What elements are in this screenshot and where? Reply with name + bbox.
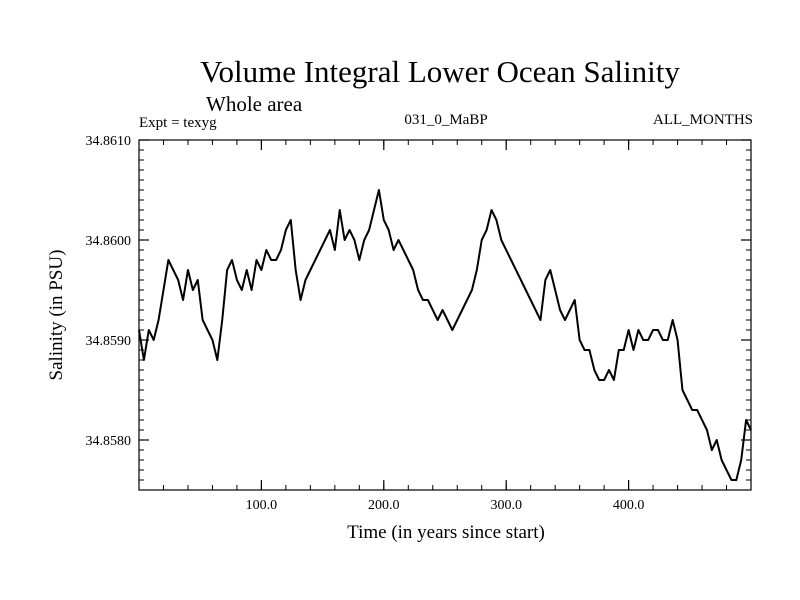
chart-title: Volume Integral Lower Ocean Salinity: [200, 54, 680, 89]
x-tick-label: 200.0: [368, 498, 400, 513]
series-layer: [138, 189, 752, 481]
x-axis-ticks: 100.0 200.0 300.0 400.0: [246, 140, 645, 513]
y-axis-ticks: 34.8580 34.8590 34.8600 34.8610: [86, 134, 751, 449]
y-tick-label: 34.8610: [86, 134, 132, 149]
x-axis-label: Time (in years since start): [347, 522, 545, 543]
plot-frame: [138, 139, 752, 491]
x-tick-label: 100.0: [246, 498, 278, 513]
salinity-series-line: [138, 189, 752, 481]
x-tick-label: 400.0: [613, 498, 645, 513]
y-axis-label: Salinity (in PSU): [46, 250, 67, 381]
y-tick-label: 34.8580: [86, 434, 132, 449]
y-tick-label: 34.8590: [86, 334, 132, 349]
run-label: 031_0_MaBP: [404, 112, 487, 128]
x-tick-label: 300.0: [490, 498, 522, 513]
y-tick-label: 34.8600: [86, 234, 132, 249]
months-label: ALL_MONTHS: [653, 112, 753, 128]
experiment-label: Expt = texyg: [139, 115, 217, 131]
chart-subtitle: Whole area: [206, 92, 303, 116]
